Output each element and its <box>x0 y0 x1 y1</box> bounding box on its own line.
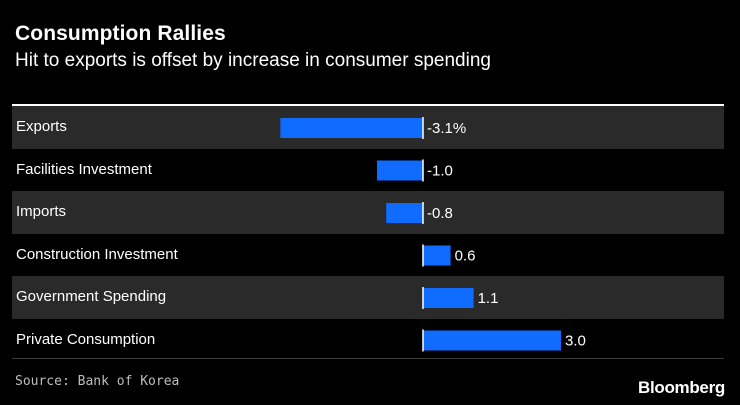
category-label: Imports <box>16 203 67 220</box>
value-label-government-spending: 1.1 <box>478 290 499 307</box>
bar-construction-investment <box>423 245 451 266</box>
category-label: Construction Investment <box>16 245 178 263</box>
bar-exports <box>280 118 423 138</box>
row-imports: Imports <box>12 191 724 234</box>
row-construction-investment: Construction Investment <box>12 234 724 277</box>
chart-title: Consumption Rallies <box>15 22 226 45</box>
chart-subtitle: Hit to exports is offset by increase in … <box>15 50 491 71</box>
bar-private-consumption <box>423 330 561 351</box>
category-rows: Exports Facilities Investment Imports Co… <box>12 106 724 361</box>
row-government-spending: Government Spending <box>12 276 724 319</box>
row-private-consumption: Private Consumption <box>12 319 724 362</box>
category-label: Facilities Investment <box>16 160 152 178</box>
value-label-exports: -3.1% <box>427 120 466 137</box>
row-facilities-investment: Facilities Investment <box>12 149 724 192</box>
top-divider <box>12 104 724 106</box>
category-label: Government Spending <box>16 288 167 305</box>
value-label-facilities-investment: -1.0 <box>427 163 453 180</box>
bloomberg-logo: Bloomberg <box>637 378 725 397</box>
source-note: Source: Bank of Korea <box>15 374 180 389</box>
bar-government-spending <box>423 288 474 308</box>
bottom-divider <box>12 358 724 359</box>
category-label: Private Consumption <box>16 330 156 348</box>
value-label-private-consumption: 3.0 <box>565 333 586 350</box>
bar-plot: -3.1% -1.0 -0.8 0.6 1.1 3.0 <box>280 117 586 352</box>
value-label-construction-investment: 0.6 <box>455 248 476 265</box>
value-label-imports: -0.8 <box>427 205 453 222</box>
category-label: Exports <box>16 118 67 135</box>
bar-facilities-investment <box>377 160 423 181</box>
bar-imports <box>386 203 423 223</box>
